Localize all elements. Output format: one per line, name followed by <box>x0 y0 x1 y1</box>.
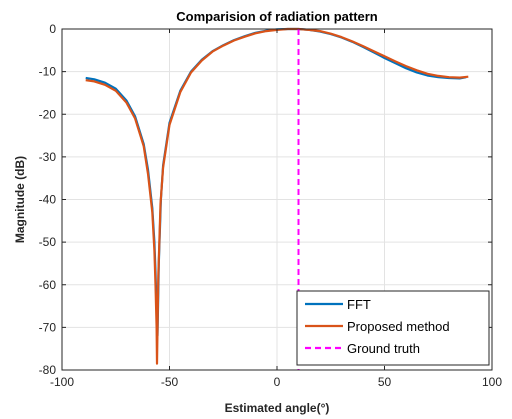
legend-label: Ground truth <box>347 341 420 356</box>
axis-ticks: -100 -50 0 50 100 0 -10 -20 -30 -40 -50 -60 -70 -80 <box>39 22 503 389</box>
y-tick-label: 0 <box>49 22 56 36</box>
y-tick-label: -80 <box>39 363 57 377</box>
x-tick-label: -50 <box>161 375 179 389</box>
series-line-proposed-method <box>85 27 469 365</box>
y-tick-label: -30 <box>39 150 57 164</box>
legend-label: Proposed method <box>347 319 450 334</box>
legend: FFT Proposed method Ground truth <box>296 290 490 366</box>
y-axis-label: Magnitude (dB) <box>13 156 27 243</box>
legend-label: FFT <box>347 297 371 312</box>
y-tick-label: -50 <box>39 235 57 249</box>
y-tick-label: -60 <box>39 278 57 292</box>
x-tick-label: 0 <box>274 375 281 389</box>
y-tick-label: -70 <box>39 320 57 334</box>
x-tick-label: 50 <box>378 375 392 389</box>
y-tick-label: -10 <box>39 65 57 79</box>
y-tick-label: -40 <box>39 193 57 207</box>
x-axis-label: Estimated angle(°) <box>225 401 330 415</box>
x-tick-label: -100 <box>50 375 74 389</box>
y-tick-label: -20 <box>39 107 57 121</box>
chart-title: Comparision of radiation pattern <box>176 9 378 24</box>
x-tick-label: 100 <box>482 375 502 389</box>
